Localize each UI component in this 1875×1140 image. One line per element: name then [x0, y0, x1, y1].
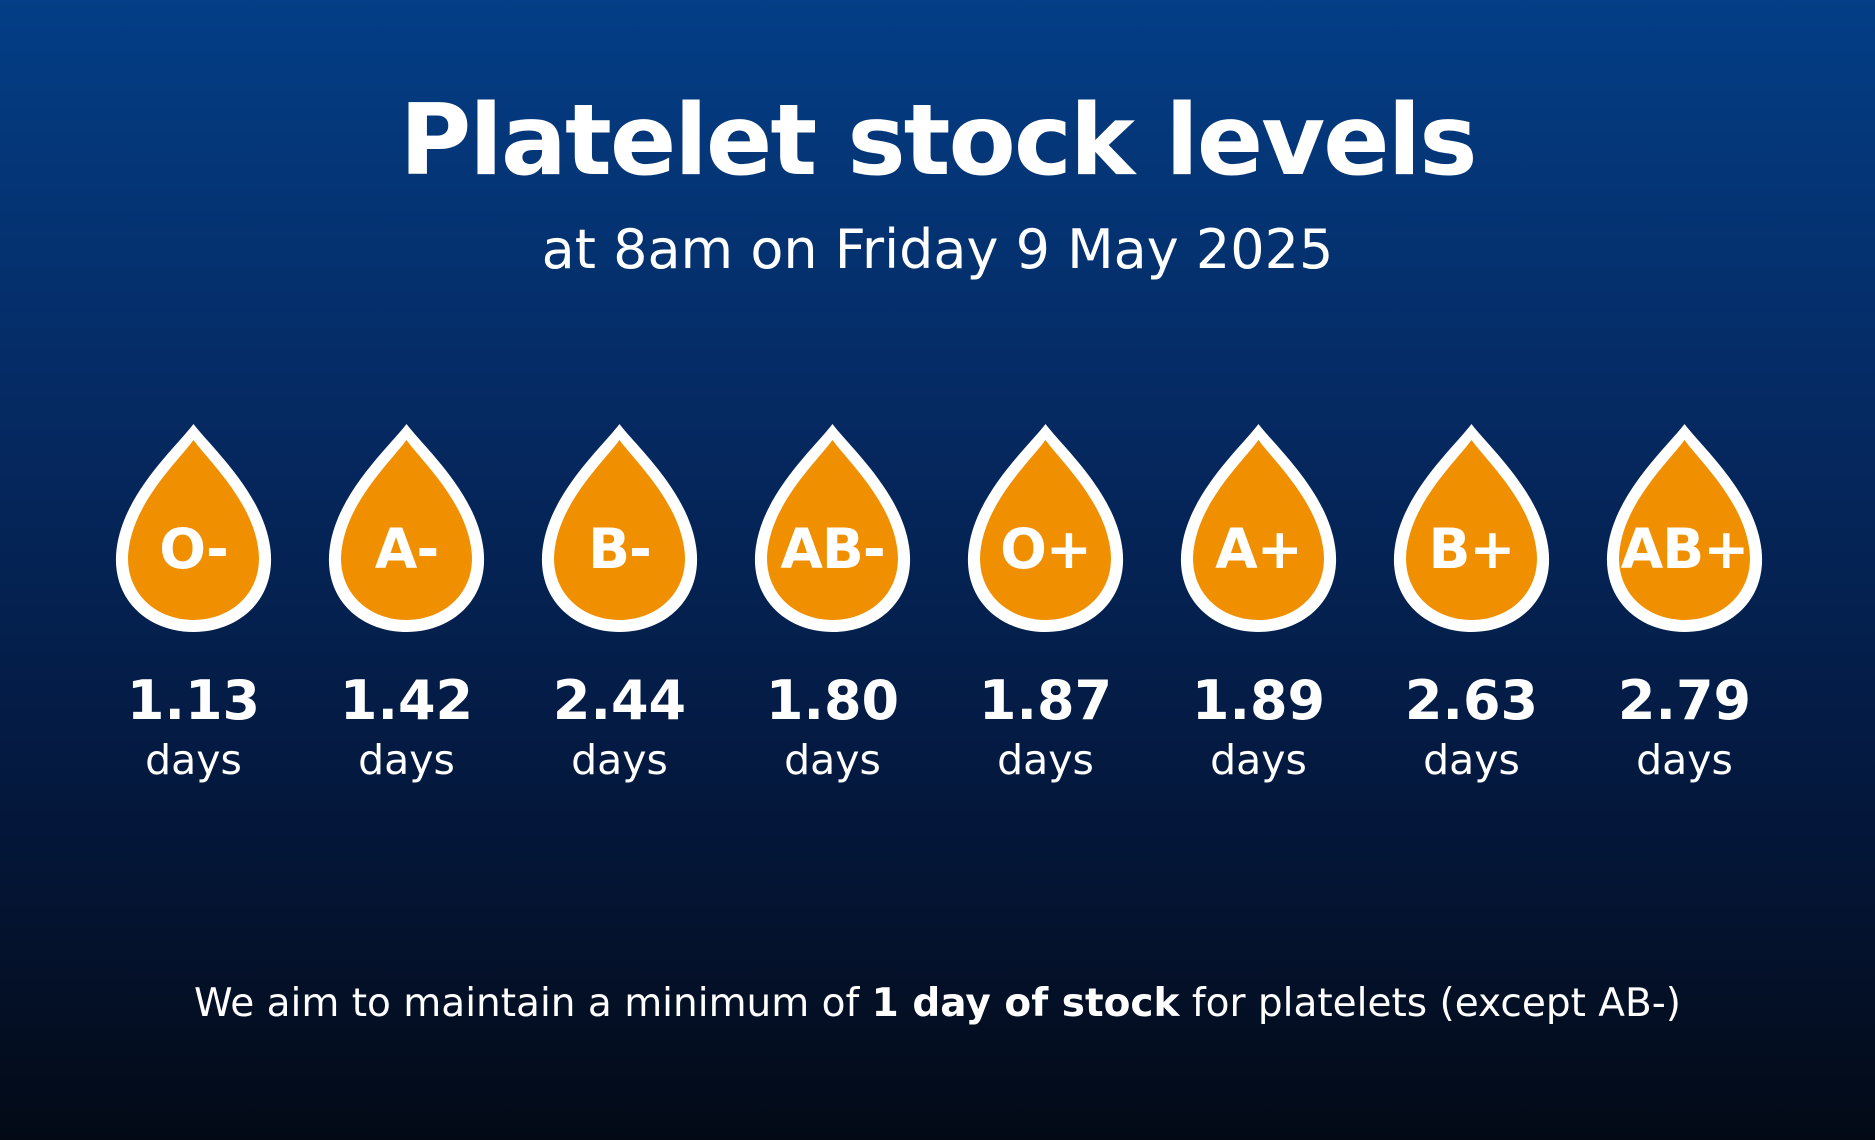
blood-drop-icon [328, 424, 485, 632]
stock-days-unit: days [1636, 736, 1733, 784]
blood-drop-icon [115, 424, 272, 632]
stock-days-value: 1.13 [126, 669, 261, 732]
stock-target-note: We aim to maintain a minimum of 1 day of… [0, 984, 1875, 1023]
blood-group-label: A- [374, 517, 439, 581]
blood-group-item: B+ 2.63 days [1365, 420, 1578, 800]
blood-group-item: A- 1.42 days [300, 420, 513, 800]
stock-target-note-text-end: for platelets (except AB-) [1179, 981, 1682, 1026]
blood-drop-icon [1180, 424, 1337, 632]
blood-group-item: A+ 1.89 days [1152, 420, 1365, 800]
stock-days-value: 1.87 [978, 669, 1113, 732]
blood-group-row: O- 1.13 days A- 1.42 days B- 2.44 days [0, 420, 1875, 800]
stock-days-unit: days [1210, 736, 1307, 784]
blood-group-label: B- [588, 517, 652, 581]
stock-days-unit: days [997, 736, 1094, 784]
stock-days-value: 1.42 [339, 669, 474, 732]
blood-group-label: O+ [1000, 517, 1092, 581]
blood-group-item: AB+ 2.79 days [1578, 420, 1791, 800]
stock-days-value: 2.44 [552, 669, 687, 732]
blood-group-label: O- [159, 517, 229, 581]
page-title: Platelet stock levels [399, 84, 1477, 198]
blood-group-label: B+ [1428, 517, 1515, 581]
blood-group-item: AB- 1.80 days [726, 420, 939, 800]
blood-drop-icon [967, 424, 1124, 632]
blood-drop-icon [1606, 424, 1763, 632]
blood-group-label: AB+ [1620, 517, 1750, 581]
stock-days-value: 2.63 [1404, 669, 1539, 732]
blood-drop-icon [1393, 424, 1550, 632]
stock-days-value: 1.80 [765, 669, 900, 732]
stock-days-unit: days [571, 736, 668, 784]
stock-target-note-text: We aim to maintain a minimum of [193, 981, 872, 1026]
stock-days-unit: days [145, 736, 242, 784]
stock-days-unit: days [358, 736, 455, 784]
blood-group-item: O+ 1.87 days [939, 420, 1152, 800]
stock-days-unit: days [784, 736, 881, 784]
blood-group-label: A+ [1215, 517, 1303, 581]
page-subtitle: at 8am on Friday 9 May 2025 [541, 218, 1334, 281]
blood-drop-icon [541, 424, 698, 632]
blood-group-item: B- 2.44 days [513, 420, 726, 800]
stock-target-emphasis: 1 day of stock [871, 981, 1180, 1026]
stock-days-value: 1.89 [1191, 669, 1326, 732]
stock-days-value: 2.79 [1617, 669, 1752, 732]
blood-group-label: AB- [780, 517, 885, 581]
stock-days-unit: days [1423, 736, 1520, 784]
blood-drop-icon [754, 424, 911, 632]
blood-group-item: O- 1.13 days [87, 420, 300, 800]
